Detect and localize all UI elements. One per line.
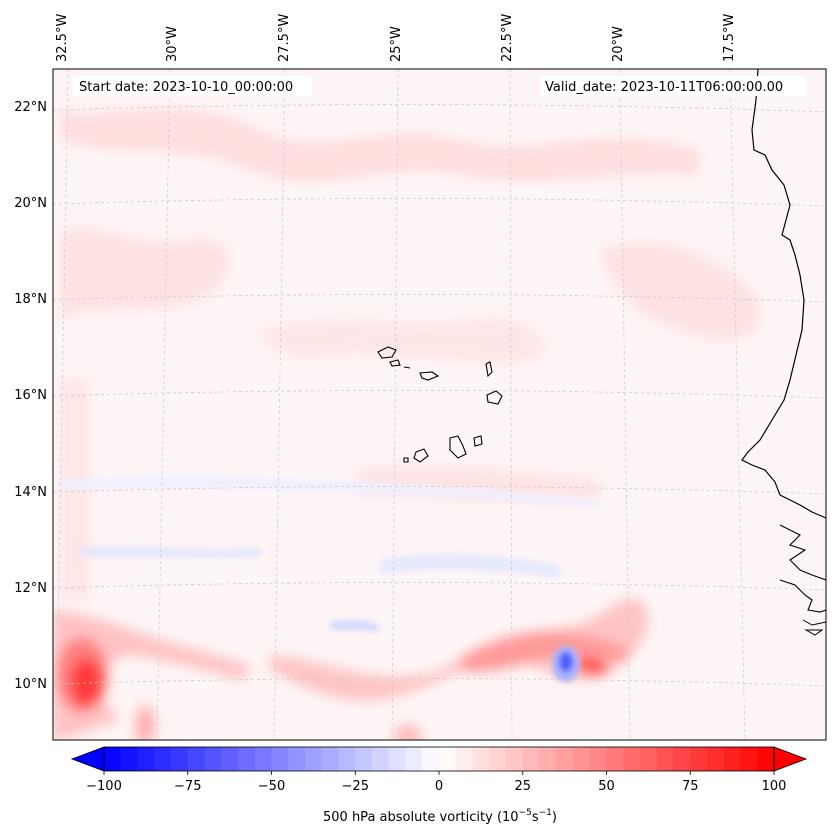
- colorbar-segment: [757, 747, 775, 771]
- lat-label: 22°N: [14, 100, 47, 115]
- colorbar-segment: [623, 747, 641, 771]
- colorbar-tick-label: 25: [514, 779, 531, 794]
- colorbar-tick-label: −50: [258, 779, 285, 794]
- colorbar-segment: [305, 747, 323, 771]
- lat-label: 20°N: [14, 196, 47, 211]
- colorbar-segment: [422, 747, 440, 771]
- colorbar-min-extend: [70, 746, 105, 772]
- colorbar-max-extend: [773, 746, 808, 772]
- colorbar-segment: [204, 747, 222, 771]
- colorbar-segment: [673, 747, 691, 771]
- lon-label: 27.5°W: [277, 14, 292, 62]
- colorbar-segment: [522, 747, 540, 771]
- colorbar-segment: [187, 747, 205, 771]
- colorbar-segment: [238, 747, 256, 771]
- colorbar-segment: [506, 747, 524, 771]
- colorbar-segment: [120, 747, 138, 771]
- colorbar-tick-label: 100: [762, 779, 787, 794]
- colorbar-segment: [690, 747, 708, 771]
- colorbar-label: 500 hPa absolute vorticity (10−5s−1): [323, 808, 557, 825]
- colorbar-segment: [137, 747, 155, 771]
- colorbar-tick-label: 0: [435, 779, 443, 794]
- colorbar-segments: [104, 747, 775, 771]
- valid-date-text: Valid_date: 2023-10-11T06:00:00.00: [545, 80, 783, 95]
- map-background: [53, 69, 826, 740]
- colorbar-tick-label: −25: [342, 779, 369, 794]
- colorbar-segment: [589, 747, 607, 771]
- colorbar-ticks: −100 −75 −50 −25 0 25 50 75 100: [86, 771, 786, 794]
- graticule: [53, 69, 826, 740]
- colorbar-segment: [388, 747, 406, 771]
- lon-label: 17.5°W: [722, 14, 737, 62]
- colorbar-segment: [723, 747, 741, 771]
- lat-label: 12°N: [14, 581, 47, 596]
- cape-verde-islands: [377, 346, 503, 463]
- colorbar-tick-label: 50: [598, 779, 615, 794]
- colorbar-segment: [573, 747, 591, 771]
- longitude-labels: 32.5°W 30°W 27.5°W 25°W 22.5°W 20°W 17.5…: [55, 14, 737, 62]
- start-date-box: [72, 76, 312, 96]
- colorbar-tick-label: −75: [174, 779, 201, 794]
- colorbar-segment: [171, 747, 189, 771]
- start-date-text: Start date: 2023-10-10_00:00:00: [79, 80, 293, 95]
- valid-date-box: [540, 76, 806, 96]
- colorbar-tick-label: 75: [682, 779, 699, 794]
- lon-label: 32.5°W: [55, 14, 70, 62]
- colorbar-segment: [338, 747, 356, 771]
- colorbar-segment: [640, 747, 658, 771]
- colorbar-segment: [656, 747, 674, 771]
- lat-label: 18°N: [14, 292, 47, 307]
- colorbar-segment: [288, 747, 306, 771]
- colorbar-segment: [606, 747, 624, 771]
- colorbar-segment: [539, 747, 557, 771]
- colorbar-segment: [740, 747, 758, 771]
- colorbar-segment: [556, 747, 574, 771]
- colorbar-segment: [707, 747, 725, 771]
- africa-coastline: [741, 69, 826, 519]
- lat-label: 16°N: [14, 388, 47, 403]
- colorbar-segment: [271, 747, 289, 771]
- colorbar-segment: [355, 747, 373, 771]
- lon-label: 20°W: [611, 26, 626, 62]
- colorbar-segment: [439, 747, 457, 771]
- lon-label: 25°W: [389, 26, 404, 62]
- lat-label: 10°N: [14, 677, 47, 692]
- colorbar-segment: [405, 747, 423, 771]
- lon-label: 22.5°W: [500, 14, 515, 62]
- colorbar-segment: [321, 747, 339, 771]
- colorbar-segment: [154, 747, 172, 771]
- map-frame: [52, 68, 827, 741]
- colorbar-segment: [489, 747, 507, 771]
- colorbar-segment: [254, 747, 272, 771]
- colorbar: −100 −75 −50 −25 0 25 50 75 100 500 hPa absolute…: [70, 746, 808, 825]
- colorbar-tick-label: −100: [86, 779, 122, 794]
- lat-label: 14°N: [14, 485, 47, 500]
- colorbar-segment: [372, 747, 390, 771]
- colorbar-segment: [472, 747, 490, 771]
- colorbar-segment: [221, 747, 239, 771]
- latitude-labels: 22°N 20°N 18°N 16°N 14°N 12°N 10°N: [14, 100, 47, 692]
- colorbar-segment: [455, 747, 473, 771]
- colorbar-segment: [104, 747, 122, 771]
- vorticity-field: [53, 69, 826, 740]
- lon-label: 30°W: [165, 26, 180, 62]
